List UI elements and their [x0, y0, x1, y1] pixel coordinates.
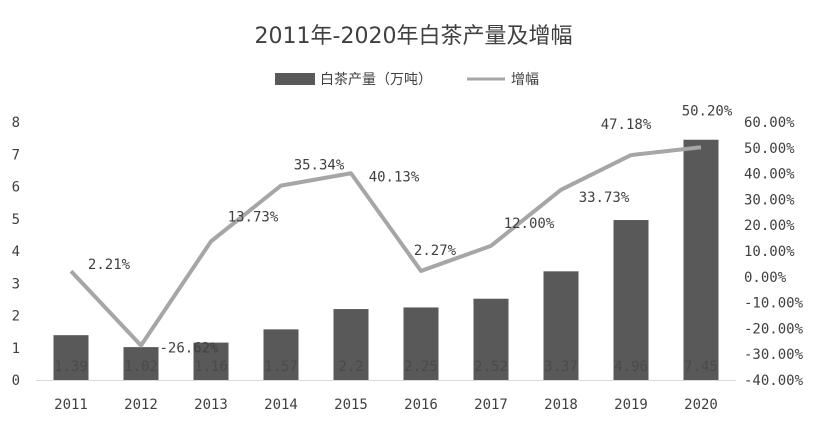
y-right-tick-label: -20.00%	[744, 321, 804, 337]
bar	[123, 347, 159, 380]
bar	[613, 220, 649, 380]
x-tick-label: 2014	[264, 397, 298, 413]
y-left-tick-label: 8	[12, 115, 20, 131]
line-value-label: 47.18%	[601, 117, 652, 133]
x-tick-label: 2020	[684, 397, 718, 413]
bar	[53, 335, 89, 380]
y-left-tick-label: 6	[12, 180, 20, 196]
chart-title: 2011年-2020年白茶产量及增幅	[255, 24, 573, 49]
bar	[683, 139, 719, 380]
x-tick-label: 2016	[404, 397, 438, 413]
line-value-label: 40.13%	[369, 169, 420, 185]
x-tick-label: 2018	[544, 397, 578, 413]
x-tick-label: 2017	[474, 397, 508, 413]
y-left-tick-label: 2	[12, 309, 20, 325]
y-right-tick-label: 10.00%	[744, 244, 795, 260]
y-left-tick-label: 3	[12, 276, 20, 292]
y-left-tick-label: 4	[12, 244, 20, 260]
y-right-tick-label: 60.00%	[744, 115, 795, 131]
line-value-label: 35.34%	[294, 158, 345, 174]
bar-value-label: 3.37	[544, 359, 578, 375]
bar-value-label: 2.25	[404, 359, 438, 375]
bar-value-label: 7.45	[684, 359, 718, 375]
line-series	[69, 145, 702, 348]
bar	[543, 271, 579, 380]
data-labels: 1.39 1.02 1.16 1.57 2.2 2.25 2.52 3.37 4.96 7.45 2…	[54, 103, 733, 375]
x-tick-label: 2015	[334, 397, 368, 413]
line-path	[69, 145, 702, 348]
y-right-tick-label: 50.00%	[744, 141, 795, 157]
x-tick-label: 2013	[194, 397, 228, 413]
bar-value-label: 1.57	[264, 359, 298, 375]
x-tick-label: 2012	[124, 397, 158, 413]
legend-line-label: 增幅	[511, 72, 539, 88]
bar-value-label: 1.02	[124, 359, 158, 375]
bar-value-label: 2.52	[474, 359, 508, 375]
bar	[193, 342, 229, 380]
y-right-tick-label: 0.00%	[744, 270, 787, 286]
line-value-label: 2.27%	[414, 243, 457, 259]
x-tick-label: 2011	[54, 397, 88, 413]
legend-bar-label: 白茶产量（万吨）	[320, 72, 432, 88]
line-value-label: 2.21%	[88, 257, 131, 273]
line-value-label: 33.73%	[579, 190, 630, 206]
y-right-tick-label: -40.00%	[744, 373, 804, 389]
bar	[263, 329, 299, 380]
bar	[473, 298, 509, 380]
y-right-tick-label: 40.00%	[744, 167, 795, 183]
bar-value-label: 1.16	[194, 359, 228, 375]
y-left-tick-label: 7	[12, 147, 20, 163]
bar-value-label: 2.2	[338, 359, 363, 375]
axes: 2011 2012 2013 2014 2015 2016 2017 2018 2019 2020…	[12, 115, 804, 413]
line-value-label: 50.20%	[682, 103, 733, 119]
y-right-tick-label: -10.00%	[744, 296, 804, 312]
line-value-label: 13.73%	[228, 209, 279, 225]
bars	[53, 139, 719, 380]
bar	[403, 307, 439, 380]
line-value-label: -26.62%	[159, 340, 219, 356]
x-tick-label: 2019	[614, 397, 648, 413]
y-left-tick-label: 5	[12, 212, 20, 228]
y-right-tick-label: 20.00%	[744, 218, 795, 234]
y-left-tick-label: 1	[12, 341, 20, 357]
bar	[333, 309, 369, 380]
y-right-tick-label: -30.00%	[744, 347, 804, 363]
legend: 白茶产量（万吨） 增幅	[275, 72, 539, 88]
legend-bar-swatch	[275, 73, 315, 85]
bar-value-label: 4.96	[614, 359, 648, 375]
y-right-tick-label: 30.00%	[744, 192, 795, 208]
line-value-label: 12.00%	[504, 216, 555, 232]
y-left-tick-label: 0	[12, 373, 20, 389]
bar-value-label: 1.39	[54, 359, 88, 375]
